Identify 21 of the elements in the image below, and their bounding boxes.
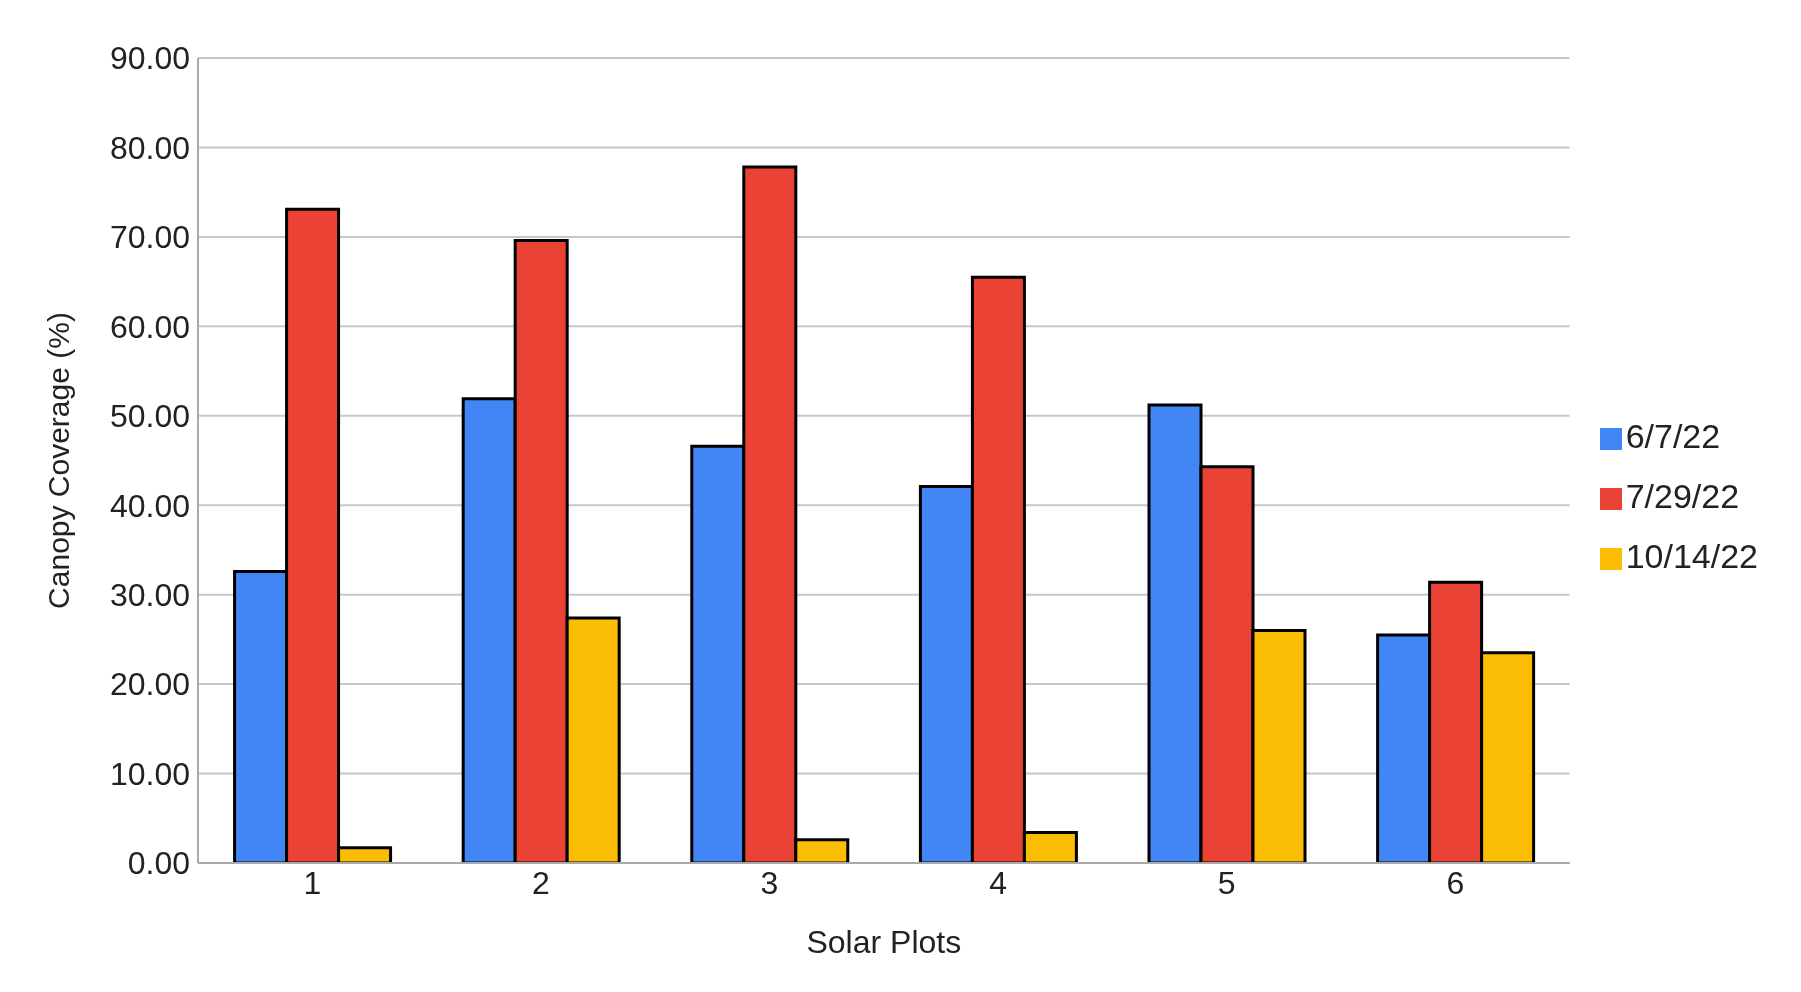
y-tick-label: 70.00 bbox=[109, 219, 190, 256]
y-axis-title: Canopy Coverage (%) bbox=[41, 312, 75, 609]
y-tick-label: 40.00 bbox=[109, 487, 190, 524]
legend-label: 6/7/22 bbox=[1625, 416, 1721, 455]
x-tick-label: 5 bbox=[1217, 864, 1236, 901]
y-tick-label: 10.00 bbox=[109, 755, 190, 792]
y-tick-label: 30.00 bbox=[109, 577, 190, 614]
legend-label: 7/29/22 bbox=[1625, 476, 1740, 515]
y-tick-label: 80.00 bbox=[109, 129, 190, 166]
x-axis-title: Solar Plots bbox=[806, 924, 962, 960]
y-tick-label: 0.00 bbox=[127, 845, 190, 882]
y-tick-label: 50.00 bbox=[109, 398, 190, 435]
x-tick-label: 6 bbox=[1446, 864, 1465, 901]
y-tick-label: 90.00 bbox=[109, 40, 190, 77]
y-tick-label: 20.00 bbox=[109, 666, 190, 703]
x-tick-label: 3 bbox=[760, 864, 779, 901]
x-tick-label: 4 bbox=[989, 864, 1008, 901]
y-tick-label: 60.00 bbox=[109, 308, 190, 345]
x-tick-label: 1 bbox=[303, 864, 322, 901]
legend-label: 10/14/22 bbox=[1625, 536, 1758, 575]
x-tick-label: 2 bbox=[532, 864, 550, 901]
